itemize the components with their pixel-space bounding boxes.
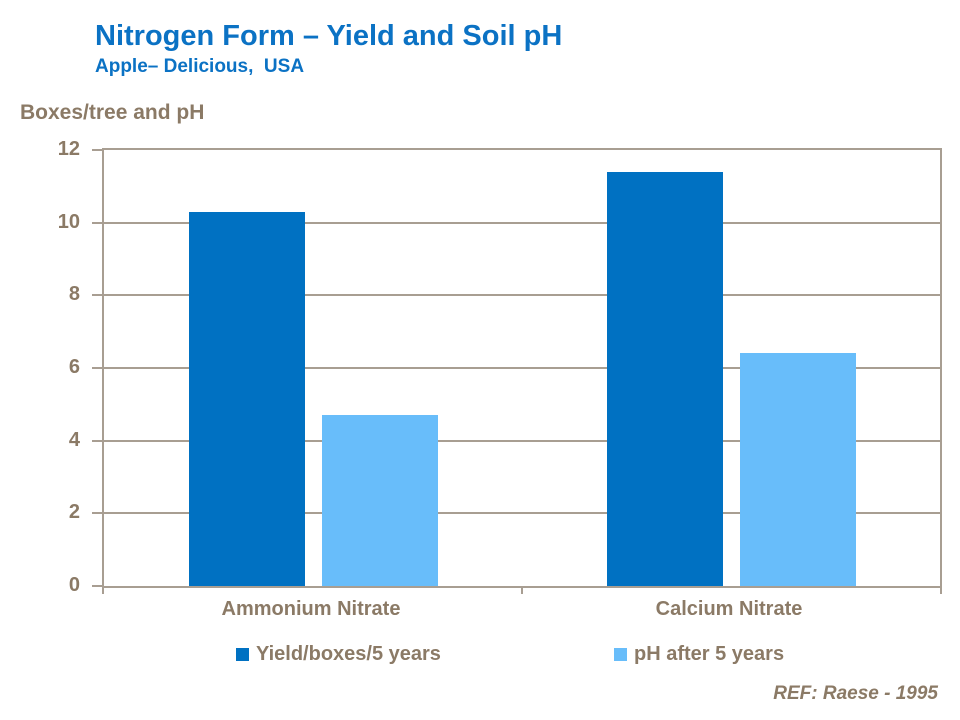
gridline (104, 367, 940, 369)
y-axis-tick (92, 585, 104, 587)
chart-title: Nitrogen Form – Yield and Soil pH (95, 20, 563, 52)
legend-swatch-ph (614, 647, 627, 661)
legend: Yield/boxes/5 years pH after 5 years (0, 641, 960, 667)
category-label-calcium-nitrate: Calcium Nitrate (655, 598, 803, 620)
y-axis-labels: 0 2 4 6 8 10 12 (0, 0, 80, 720)
x-axis-labels: Ammonium Nitrate Calcium Nitrate (102, 598, 938, 628)
y-axis-label: 10 (57, 210, 80, 233)
legend-label-ph: pH after 5 years (634, 643, 785, 665)
gridline (104, 439, 940, 442)
plot-area (92, 148, 942, 594)
y-axis-label: 4 (68, 428, 80, 451)
y-axis-label: 0 (68, 574, 80, 596)
reference-note: REF: Raese - 1995 (773, 683, 938, 704)
y-axis-label: 12 (57, 138, 80, 160)
y-axis-label: 6 (68, 356, 80, 378)
y-axis-tick (92, 439, 104, 442)
y-axis-tick (92, 367, 104, 369)
y-axis-units-label: Boxes/tree and pH (20, 101, 205, 124)
gridline (104, 221, 940, 224)
chart-subtitle: Apple– Delicious, USA (95, 56, 305, 77)
y-axis-label: 2 (68, 501, 80, 524)
gridline (104, 512, 940, 515)
bar-ph-2 (739, 353, 856, 586)
legend-label-yield: Yield/boxes/5 years (256, 643, 441, 665)
y-axis-tick (92, 294, 104, 297)
x-axis-tick (102, 586, 104, 594)
y-axis-tick (92, 149, 104, 151)
gridline (104, 294, 940, 297)
legend-item-yield: Yield/boxes/5 years (236, 643, 441, 665)
bar-yield-2 (606, 171, 723, 586)
x-axis-tick (521, 586, 523, 594)
y-axis-tick (92, 221, 104, 224)
bar-ph-1 (321, 415, 438, 586)
y-axis-tick (92, 512, 104, 515)
category-label-ammonium-nitrate: Ammonium Nitrate (221, 598, 401, 620)
legend-item-ph: pH after 5 years (614, 643, 784, 665)
x-axis-tick (940, 586, 942, 594)
legend-swatch-yield (236, 647, 249, 661)
bar-yield-1 (188, 211, 305, 586)
y-axis-label: 8 (68, 283, 80, 306)
